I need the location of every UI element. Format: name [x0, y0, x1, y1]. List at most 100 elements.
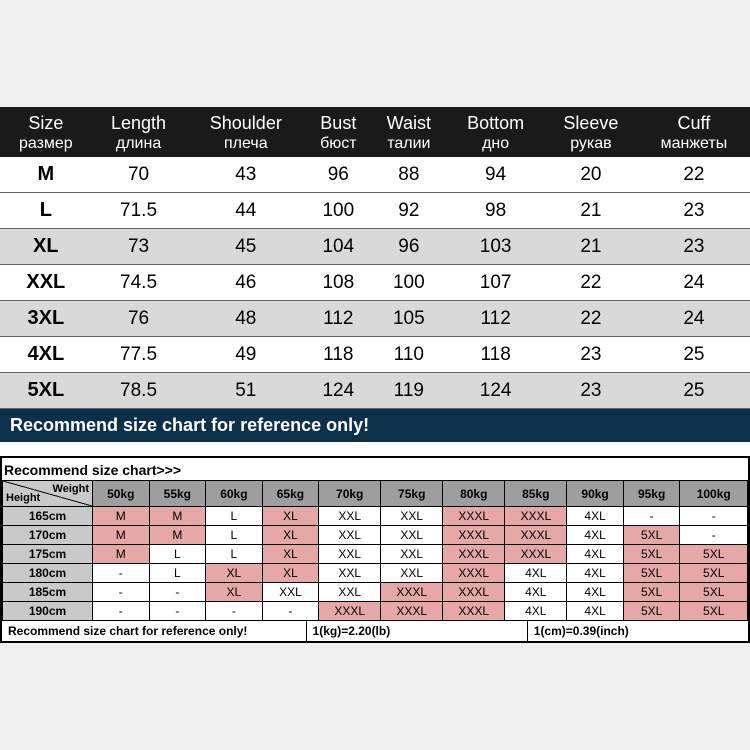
measure-cell: 108	[306, 265, 370, 301]
height-label-cell: 175cm	[3, 545, 93, 564]
t1-body: M70439688942022L71.54410092982123XL73451…	[0, 157, 750, 409]
rec-cell: XXXL	[505, 507, 567, 526]
recommend-chart-title: Recommend size chart>>>	[0, 456, 750, 480]
rec-cell: 5XL	[680, 545, 748, 564]
weight-col-55kg: 55kg	[149, 481, 206, 507]
measure-cell: 51	[185, 373, 306, 409]
t1-header-6: Sleeveрукав	[544, 107, 638, 158]
footer-cm-conversion: 1(cm)=0.39(inch)	[528, 621, 748, 641]
footer-kg-conversion: 1(kg)=2.20(lb)	[307, 621, 528, 641]
spacer	[0, 442, 750, 456]
rec-cell: 5XL	[623, 564, 680, 583]
weight-col-75kg: 75kg	[381, 481, 443, 507]
weight-col-80kg: 80kg	[443, 481, 505, 507]
t1-row-XXL: XXL74.5461081001072224	[0, 265, 750, 301]
t2-body: 165cmMMLXLXXLXXLXXXLXXXL4XL--170cmMMLXLX…	[3, 507, 748, 621]
rec-cell: M	[149, 507, 206, 526]
weight-col-85kg: 85kg	[505, 481, 567, 507]
rec-cell: XXL	[319, 564, 381, 583]
measure-cell: 103	[447, 229, 544, 265]
height-weight-table: HeightWeight50kg55kg60kg65kg70kg75kg80kg…	[2, 480, 748, 621]
rec-cell: XXL	[381, 564, 443, 583]
rec-cell: XXL	[381, 545, 443, 564]
size-chart-container: SizeразмерLengthдлинаShoulderплечаBustбю…	[0, 107, 750, 644]
t2-row-165cm: 165cmMMLXLXXLXXLXXXLXXXL4XL--	[3, 507, 748, 526]
measure-cell: 100	[306, 193, 370, 229]
t1-row-M: M70439688942022	[0, 157, 750, 193]
header-ru: плеча	[187, 134, 304, 153]
measure-cell: 70	[92, 157, 186, 193]
measure-cell: 88	[370, 157, 447, 193]
t2-row-185cm: 185cm--XLXXLXXLXXXLXXXL4XL4XL5XL5XL	[3, 583, 748, 602]
rec-cell: XL	[206, 564, 263, 583]
rec-cell: XL	[262, 564, 319, 583]
rec-cell: XXXL	[381, 602, 443, 621]
measure-cell: 100	[370, 265, 447, 301]
measure-cell: 118	[306, 337, 370, 373]
rec-cell: L	[149, 564, 206, 583]
header-ru: дно	[449, 134, 542, 153]
rec-cell: 4XL	[567, 545, 624, 564]
header-en: Bottom	[449, 113, 542, 135]
rec-cell: XXXL	[505, 526, 567, 545]
height-label-cell: 185cm	[3, 583, 93, 602]
measure-cell: 46	[185, 265, 306, 301]
rec-cell: XXXL	[319, 602, 381, 621]
rec-cell: M	[93, 526, 150, 545]
measure-cell: 124	[306, 373, 370, 409]
rec-cell: L	[149, 545, 206, 564]
measure-cell: 23	[638, 193, 750, 229]
t2-header-row: HeightWeight50kg55kg60kg65kg70kg75kg80kg…	[3, 481, 748, 507]
measure-cell: 98	[447, 193, 544, 229]
height-label-cell: 180cm	[3, 564, 93, 583]
rec-cell: 4XL	[567, 583, 624, 602]
rec-cell: 5XL	[623, 545, 680, 564]
footer-note: Recommend size chart for reference only!	[2, 621, 307, 641]
t1-row-L: L71.54410092982123	[0, 193, 750, 229]
measure-cell: 105	[370, 301, 447, 337]
rec-cell: XXXL	[443, 507, 505, 526]
rec-cell: M	[93, 507, 150, 526]
measure-cell: 74.5	[92, 265, 186, 301]
size-label: 3XL	[0, 301, 92, 337]
header-ru: рукав	[546, 134, 636, 153]
t1-row-XL: XL7345104961032123	[0, 229, 750, 265]
header-en: Shoulder	[187, 113, 304, 135]
t1-header-7: Cuffманжеты	[638, 107, 750, 158]
height-label-cell: 170cm	[3, 526, 93, 545]
measure-cell: 112	[306, 301, 370, 337]
rec-cell: XXXL	[443, 564, 505, 583]
rec-cell: XL	[262, 545, 319, 564]
header-en: Cuff	[640, 113, 748, 135]
rec-cell: XXL	[381, 526, 443, 545]
rec-cell: -	[680, 526, 748, 545]
weight-col-95kg: 95kg	[623, 481, 680, 507]
t2-row-170cm: 170cmMMLXLXXLXXLXXXLXXXL4XL5XL-	[3, 526, 748, 545]
rec-cell: XXL	[381, 507, 443, 526]
rec-cell: XXXL	[381, 583, 443, 602]
size-label: XL	[0, 229, 92, 265]
measure-cell: 96	[306, 157, 370, 193]
rec-cell: L	[206, 507, 263, 526]
measure-cell: 21	[544, 229, 638, 265]
rec-cell: -	[149, 602, 206, 621]
rec-cell: 4XL	[505, 564, 567, 583]
size-label: 4XL	[0, 337, 92, 373]
measure-cell: 104	[306, 229, 370, 265]
header-ru: манжеты	[640, 134, 748, 153]
rec-cell: 5XL	[623, 526, 680, 545]
measure-cell: 76	[92, 301, 186, 337]
rec-cell: 5XL	[680, 564, 748, 583]
measure-cell: 25	[638, 373, 750, 409]
weight-col-100kg: 100kg	[680, 481, 748, 507]
t1-row-5XL: 5XL78.5511241191242325	[0, 373, 750, 409]
measure-cell: 112	[447, 301, 544, 337]
rec-cell: XL	[262, 526, 319, 545]
measure-cell: 107	[447, 265, 544, 301]
measure-cell: 110	[370, 337, 447, 373]
rec-cell: -	[93, 602, 150, 621]
height-label-cell: 165cm	[3, 507, 93, 526]
measure-cell: 21	[544, 193, 638, 229]
measure-cell: 77.5	[92, 337, 186, 373]
t1-header-5: Bottomдно	[447, 107, 544, 158]
